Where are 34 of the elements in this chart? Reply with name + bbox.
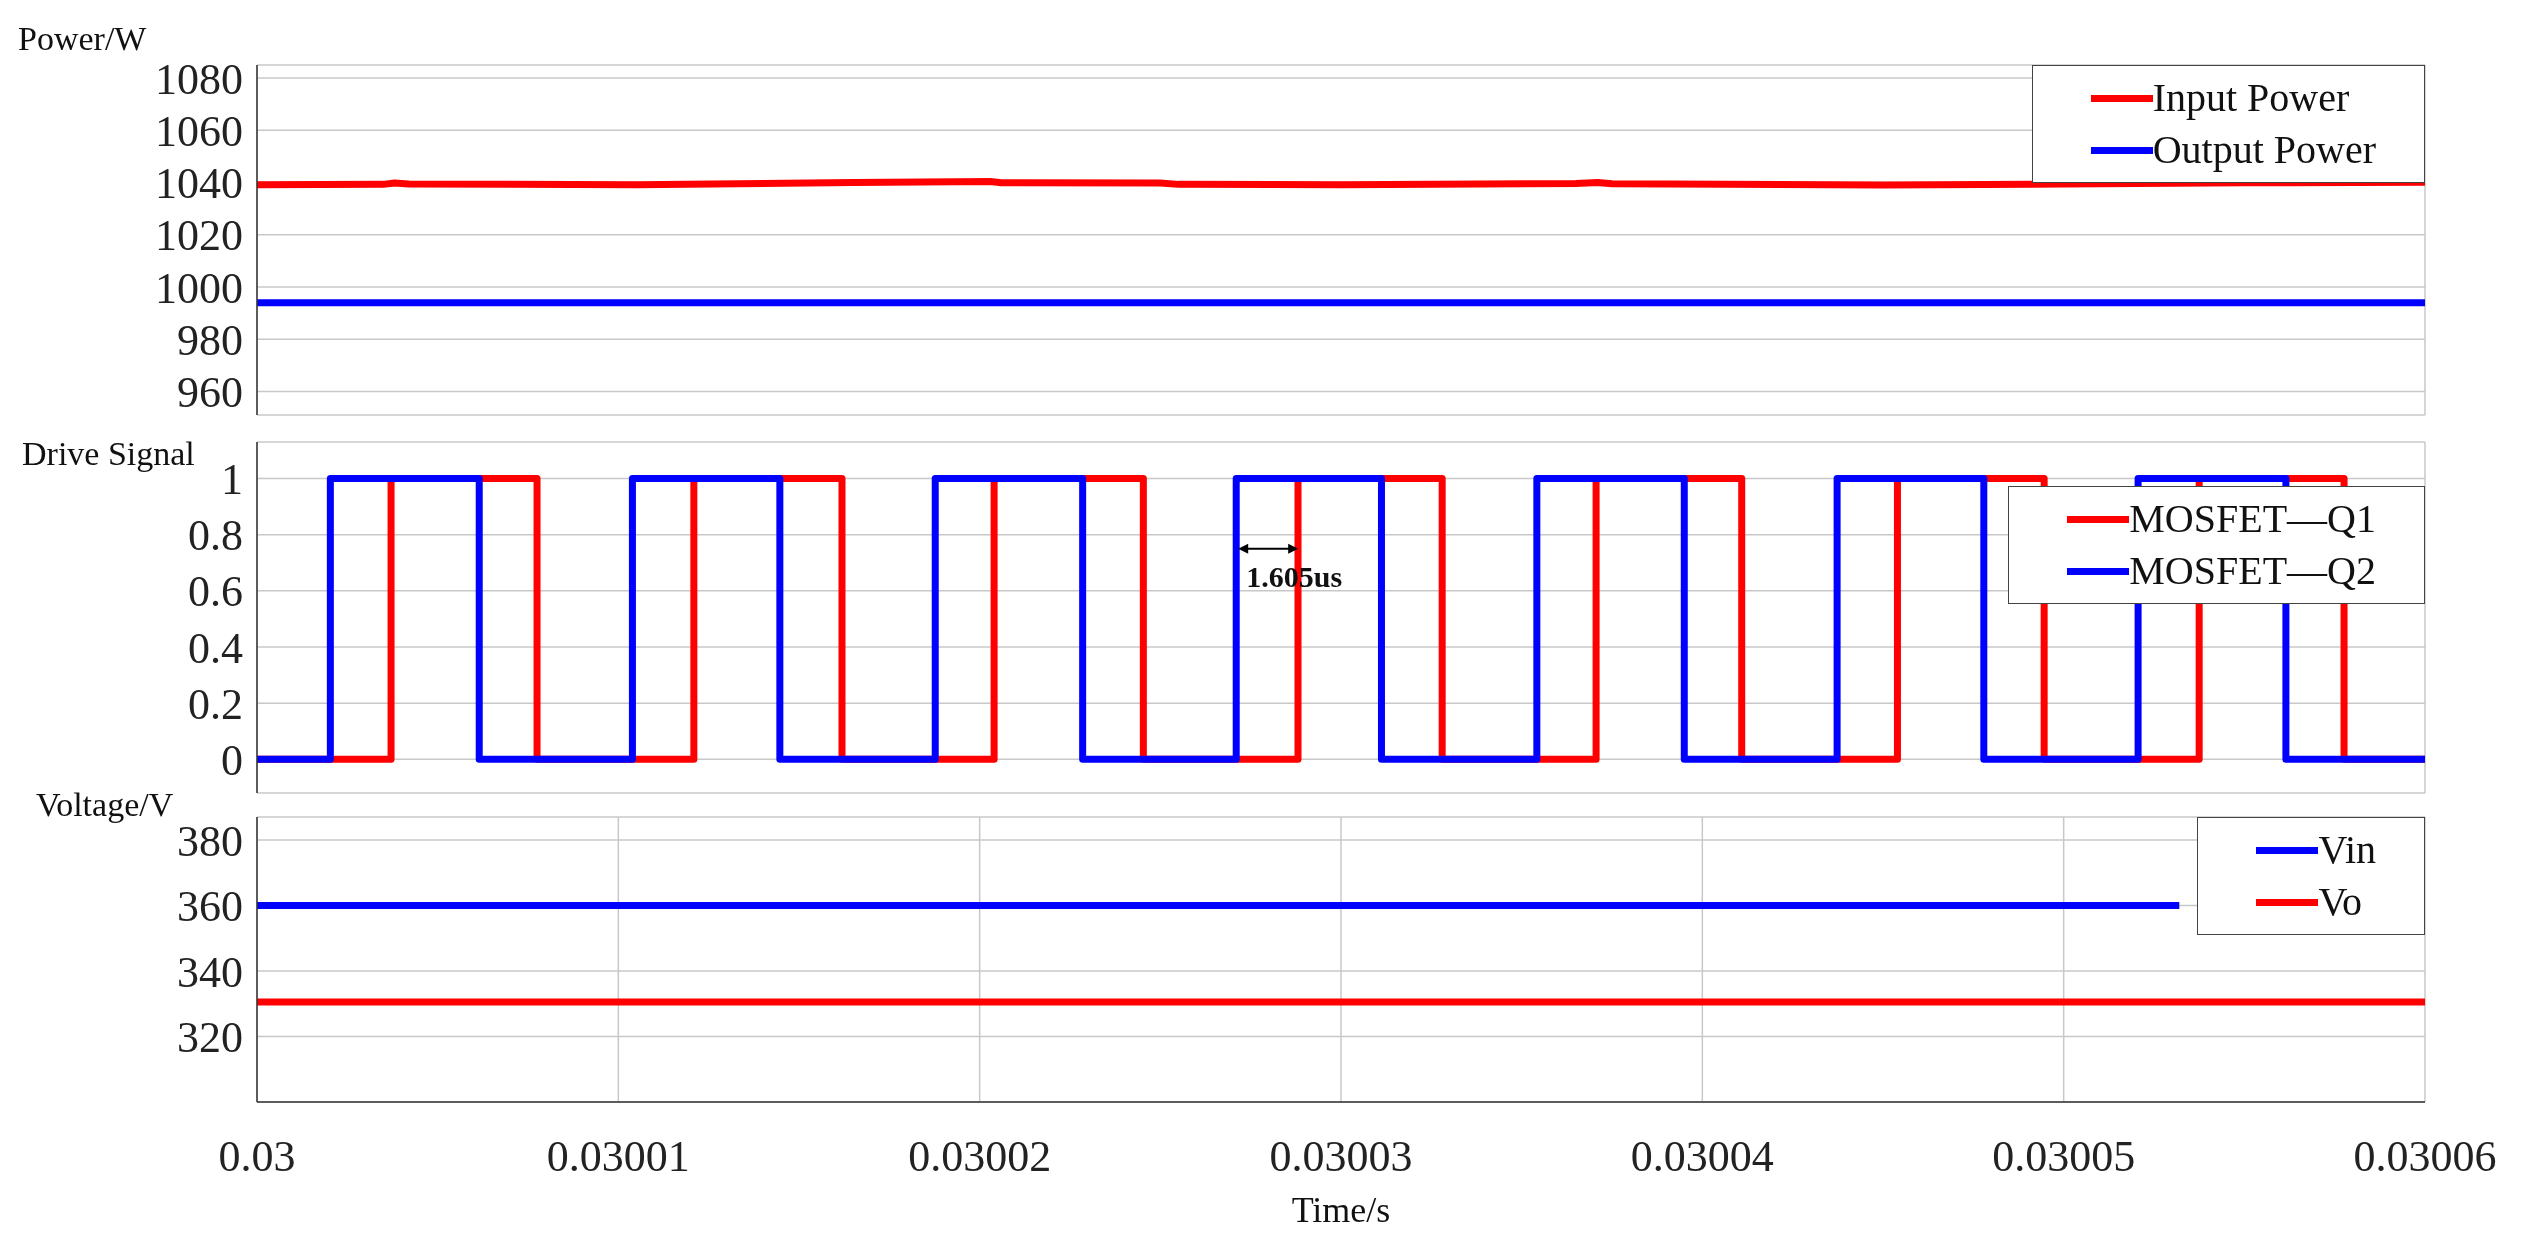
y-tick-label: 1060 [155, 106, 243, 156]
legend-label: Input Power [2152, 74, 2350, 122]
y-tick-label: 1080 [155, 54, 243, 104]
y-tick-label: 0.4 [188, 623, 243, 673]
x-tick-label: 0.03001 [546, 1132, 690, 1182]
x-tick-label: 0.03004 [1630, 1132, 1774, 1182]
x-tick-label: 0.03002 [908, 1132, 1052, 1182]
y-axis-title: Power/W [18, 20, 147, 58]
x-tick-label: 0.03006 [2353, 1132, 2497, 1182]
y-axis-title: Voltage/V [36, 786, 174, 824]
y-tick-label: 340 [177, 947, 243, 997]
x-tick-label: 0.03005 [1992, 1132, 2136, 1182]
y-axis-title: Drive Signal [22, 435, 195, 473]
legend-label: Output Power [2152, 126, 2376, 174]
x-tick-label: 0.03 [218, 1132, 296, 1182]
y-tick-label: 980 [177, 315, 243, 365]
legend-label: MOSFET—Q1 [2129, 495, 2376, 543]
y-tick-label: 380 [177, 816, 243, 866]
y-tick-label: 0 [221, 735, 243, 785]
y-tick-label: 320 [177, 1013, 243, 1063]
legend-label: MOSFET—Q2 [2129, 547, 2376, 595]
y-tick-label: 1000 [155, 263, 243, 313]
legend-label: Vin [2318, 826, 2376, 874]
y-tick-label: 0.8 [188, 511, 243, 561]
y-tick-label: 0.6 [188, 567, 243, 617]
x-axis-title: Time/s [1291, 1190, 1391, 1230]
y-tick-label: 960 [177, 368, 243, 418]
y-tick-label: 360 [177, 882, 243, 932]
x-tick-label: 0.03003 [1269, 1132, 1413, 1182]
y-tick-label: 1020 [155, 211, 243, 261]
y-tick-label: 0.2 [188, 679, 243, 729]
y-tick-label: 1040 [155, 159, 243, 209]
legend-label: Vo [2318, 878, 2363, 926]
y-tick-label: 1 [221, 455, 243, 505]
